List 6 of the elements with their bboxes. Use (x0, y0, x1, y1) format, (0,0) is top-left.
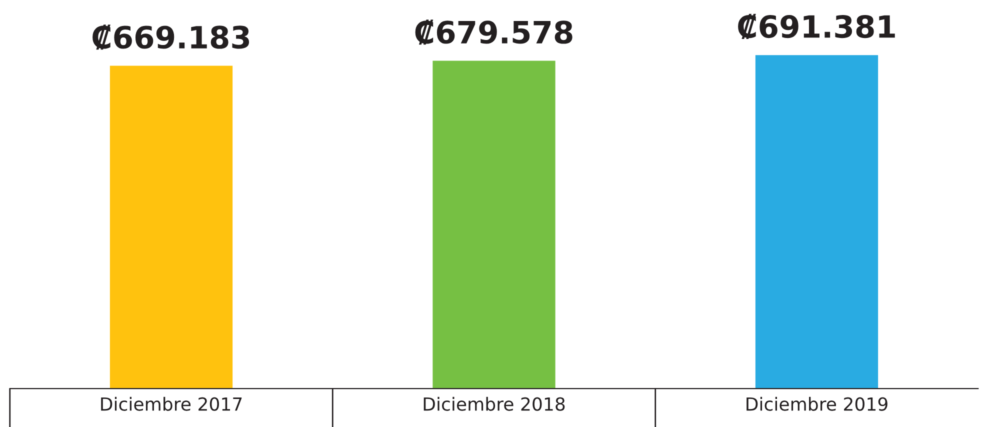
data-label: ₡669.183 (92, 24, 250, 50)
x-tick-label: Diciembre 2017 (101, 396, 242, 411)
x-tick-label: Diciembre 2019 (746, 396, 888, 411)
data-label: ₡679.578 (415, 20, 572, 45)
data-label: ₡691.381 (738, 14, 895, 39)
x-tick-label: Diciembre 2018 (424, 396, 565, 411)
